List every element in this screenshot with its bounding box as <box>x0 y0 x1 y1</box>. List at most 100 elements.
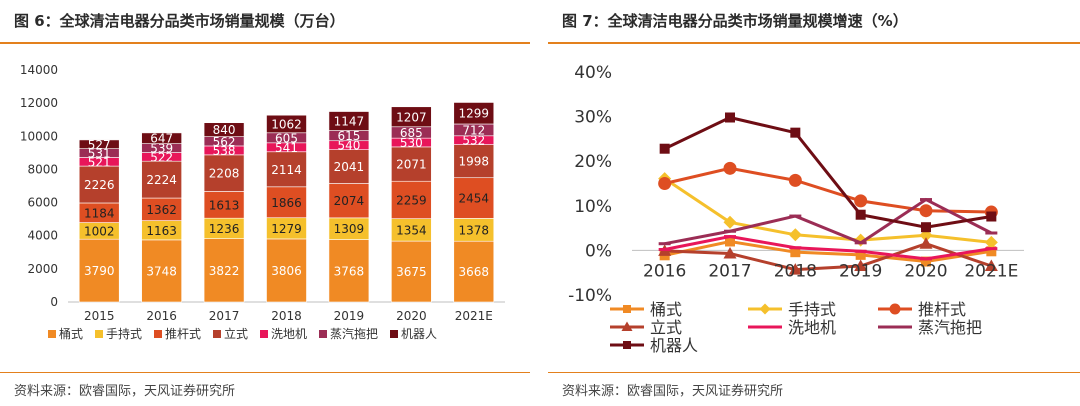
x-tick-label: 2019 <box>334 309 365 323</box>
x-tick-label: 2019 <box>839 261 882 281</box>
bar-value-label: 1309 <box>334 222 365 236</box>
bar-value-label: 1613 <box>209 198 240 212</box>
x-tick-label: 2017 <box>708 261 751 281</box>
figure-7-bottom-rule <box>548 372 1080 373</box>
bar-segment <box>266 186 307 219</box>
bar-segment <box>203 238 245 303</box>
series-line <box>664 197 993 246</box>
bar-value-label: 539 <box>150 142 173 156</box>
bar-value-label: 3822 <box>209 264 240 278</box>
bar-segment <box>78 139 120 149</box>
data-point <box>855 209 866 220</box>
bar-segment <box>141 132 182 144</box>
stacked-bar-chart: 0 2000 4000 6000 8000 10000 12000 14000 2015 3790… <box>20 63 505 341</box>
bar-value-label: 1378 <box>459 223 490 237</box>
bar-value-label: 1002 <box>84 224 115 238</box>
legend-marker <box>760 325 770 329</box>
bar-segment <box>328 111 370 131</box>
bar-value-label: 2454 <box>459 192 490 206</box>
data-point <box>854 241 867 245</box>
bar-segment <box>266 114 307 134</box>
legend-label: 推杆式 <box>918 300 966 319</box>
data-point <box>788 263 802 275</box>
bar-value-label: 2259 <box>396 193 427 207</box>
data-point <box>789 214 802 218</box>
data-point <box>724 229 736 233</box>
figure-6-top-rule <box>0 42 530 44</box>
legend-label: 立式 <box>650 318 682 337</box>
y-tick-label: 20% <box>574 152 612 172</box>
data-point <box>986 211 997 222</box>
y-tick-label: 0 <box>50 295 58 309</box>
y-tick-label: 40% <box>574 63 612 83</box>
y-tick-label: -10% <box>568 286 612 306</box>
bar-value-label: 3790 <box>84 264 115 278</box>
legend-label: 洗地机 <box>271 327 307 341</box>
data-point <box>658 242 671 246</box>
y-tick-label: 12000 <box>20 96 58 110</box>
data-point <box>788 173 802 187</box>
legend-marker <box>621 321 633 331</box>
x-tick-label: 2020 <box>904 261 947 281</box>
bar-value-label: 1998 <box>459 155 490 169</box>
bar-value-label: 521 <box>88 155 111 169</box>
data-point <box>919 204 933 218</box>
legend-label: 洗地机 <box>788 318 836 337</box>
legend-marker <box>623 305 631 313</box>
bar-segment <box>391 106 432 128</box>
data-point <box>855 249 866 260</box>
legend-marker <box>890 325 900 329</box>
data-point <box>659 143 670 154</box>
x-tick-label: 2018 <box>271 309 302 323</box>
y-tick-label: 8000 <box>27 162 58 176</box>
data-point <box>984 235 998 249</box>
x-tick-label: 2021E <box>455 309 493 323</box>
bar-segment <box>78 238 120 303</box>
bar-value-label: 527 <box>88 138 111 152</box>
figure-6-bottom-rule <box>0 372 530 373</box>
data-point <box>723 247 737 259</box>
data-point <box>920 257 932 261</box>
y-tick-label: 10000 <box>20 129 58 143</box>
bar-value-label: 1362 <box>146 203 177 217</box>
bar-value-label: 1866 <box>271 196 302 210</box>
bar-segment <box>391 146 432 182</box>
bar-segment <box>266 151 307 188</box>
bar-value-label: 540 <box>337 139 360 153</box>
legend-swatch <box>154 330 162 338</box>
data-point <box>658 248 671 252</box>
x-tick-label: 2018 <box>774 261 817 281</box>
data-point <box>788 228 802 242</box>
data-point <box>725 112 735 123</box>
x-tick-label: 2021E <box>964 261 1018 281</box>
bar-value-label: 615 <box>337 129 360 143</box>
x-tick-label: 2016 <box>643 261 686 281</box>
data-point <box>658 177 672 190</box>
bar-value-label: 3748 <box>146 264 177 278</box>
bar-segment <box>141 160 182 199</box>
data-point <box>723 161 737 175</box>
bar-value-label: 1184 <box>84 206 115 220</box>
legend-swatch <box>319 330 327 338</box>
figure-7-source: 资料来源：欧睿国际，天风证券研究所 <box>562 384 784 399</box>
data-point <box>984 259 998 272</box>
figure-6-title: 图 6：全球清洁电器分品类市场销量规模（万台） <box>14 12 345 30</box>
data-point <box>854 259 868 272</box>
bar-segment <box>328 149 370 184</box>
bar-segment <box>453 144 495 179</box>
legend-label: 机器人 <box>401 327 437 341</box>
x-tick-label: 2015 <box>84 309 115 323</box>
legend-swatch <box>48 330 56 338</box>
legend-label: 手持式 <box>788 300 836 319</box>
data-point <box>985 231 998 235</box>
bar-value-label: 605 <box>275 131 298 145</box>
bar-value-label: 3668 <box>459 265 490 279</box>
series-line <box>664 242 992 272</box>
series-line <box>664 235 992 261</box>
bar-segment <box>453 102 495 125</box>
bar-value-label: 647 <box>150 132 173 146</box>
legend-marker <box>623 341 631 349</box>
legend-label: 桶式 <box>650 300 682 319</box>
data-point <box>919 237 933 249</box>
x-tick-label: 2020 <box>396 309 427 323</box>
